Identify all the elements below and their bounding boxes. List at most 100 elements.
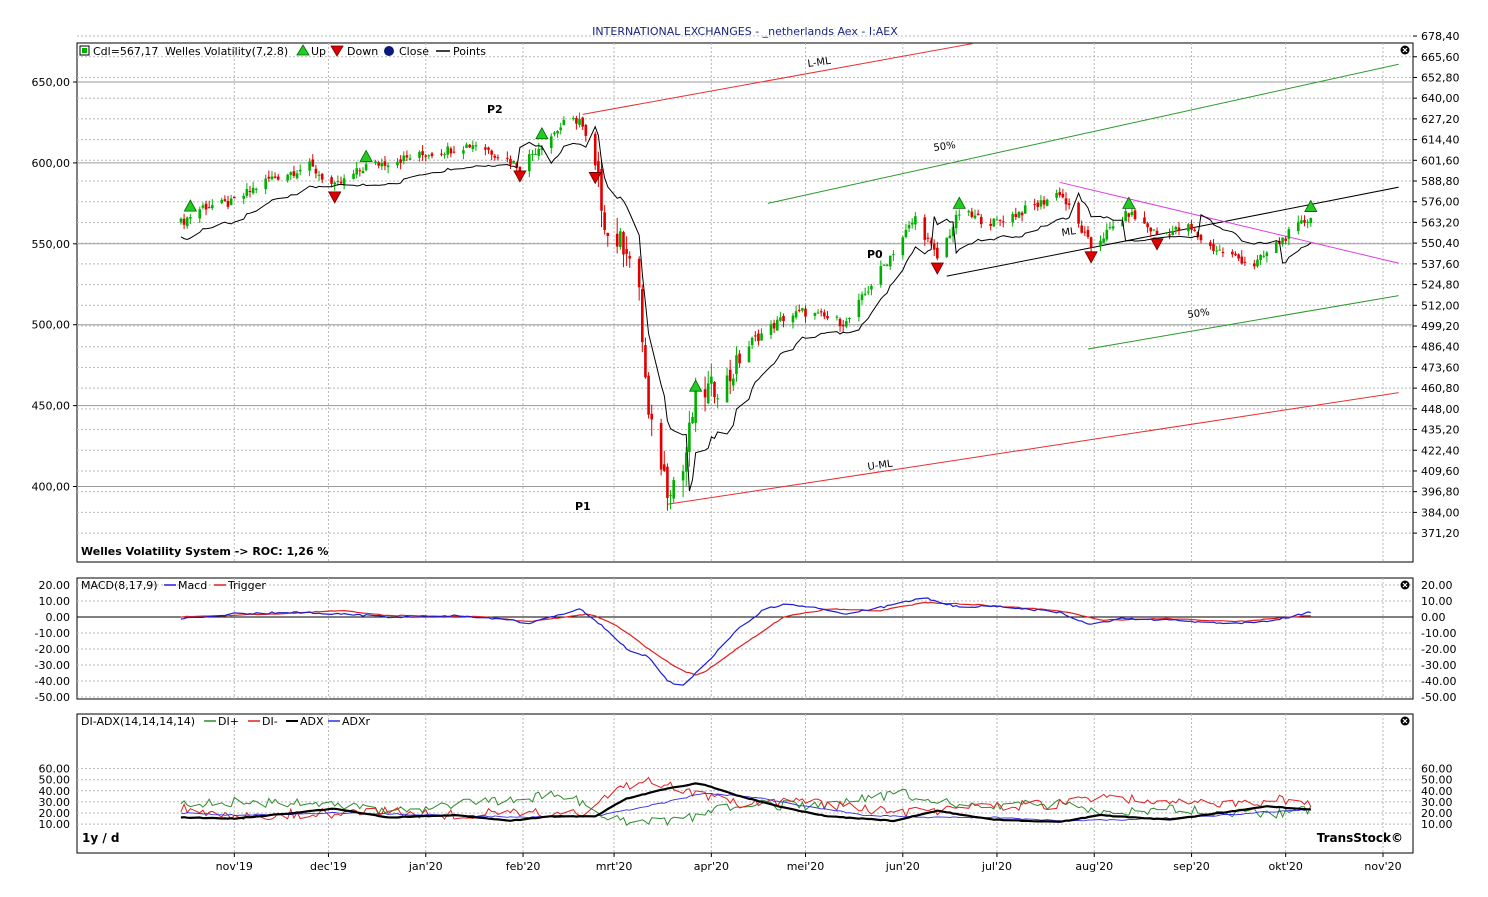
candle-body [1303, 219, 1306, 223]
candle-body [330, 177, 333, 184]
candle-body [1256, 259, 1259, 267]
macd-tick-label-right: -30.00 [1421, 659, 1456, 672]
candle-body [841, 324, 845, 327]
candle-body [198, 209, 202, 219]
price-panel-close-button[interactable] [1400, 45, 1410, 55]
candle-body [797, 309, 801, 311]
candle-body [907, 224, 911, 229]
candle-body [791, 315, 795, 323]
candle-body [509, 158, 512, 165]
adx-panel-close-button[interactable] [1400, 716, 1410, 726]
candle-body [1086, 230, 1090, 237]
price-legend: Cdl=567,17 Welles Volatility(7,2.8) Up D… [79, 44, 486, 58]
candle-body [506, 157, 509, 159]
candle-body [863, 293, 867, 295]
candle-body [879, 266, 883, 285]
candle-body [1023, 205, 1027, 214]
candle-body [998, 220, 1002, 222]
candle-body [694, 383, 697, 423]
candle-body [641, 289, 644, 343]
candle-body [452, 151, 456, 153]
candle-body [728, 369, 732, 382]
candle-body [1152, 229, 1156, 231]
candle-body [220, 199, 224, 204]
candle-body [753, 335, 757, 337]
macd-legend-name: MACD(8,17,9) [81, 579, 158, 592]
candle-body [957, 214, 961, 216]
candle-body [1215, 250, 1218, 252]
candle-body [619, 231, 622, 247]
candle-body [584, 124, 588, 136]
line-label-uml: U-ML [867, 459, 894, 473]
macd-panel-close-button[interactable] [1400, 580, 1410, 590]
candle-body [496, 157, 500, 159]
candle-body [361, 171, 365, 174]
candle-body [311, 159, 315, 167]
candle-body [813, 312, 817, 316]
candle-body [769, 324, 773, 335]
candle-body [512, 161, 515, 164]
candle-body [750, 337, 754, 346]
candle-body [672, 480, 675, 499]
price-tick-label-right: 563,20 [1421, 216, 1460, 229]
candle-body [882, 264, 886, 266]
line-label-50-lower: 50% [1187, 307, 1211, 321]
macd-tick-label-left: 10.00 [39, 595, 71, 608]
price-tick-label-right: 627,20 [1421, 113, 1460, 126]
chart-title: INTERNATIONAL EXCHANGES - _netherlands A… [592, 25, 898, 38]
candle-body [606, 232, 610, 236]
candle-body [1234, 253, 1237, 256]
price-tick-label-right: 512,00 [1421, 299, 1460, 312]
candle-body [276, 176, 280, 180]
candle-body [242, 195, 246, 199]
candle-body [462, 150, 465, 154]
candle-body [418, 151, 421, 158]
signal-up-triangle [952, 196, 966, 209]
candle-body [735, 355, 738, 375]
legend-up-triangle-icon [296, 44, 310, 56]
candle-body [449, 148, 453, 154]
candle-body [945, 237, 949, 257]
macd-legend-macd: Macd [178, 579, 207, 592]
candle-body [970, 211, 974, 217]
month-tick-label: feb'20 [506, 860, 541, 873]
candle-body [339, 181, 343, 184]
month-tick-label: mei'20 [787, 860, 825, 873]
candle-body [688, 422, 691, 453]
signal-up-triangle [1304, 199, 1318, 212]
candle-body [816, 312, 820, 314]
month-tick-label: jan'20 [408, 860, 443, 873]
candle-body [273, 176, 277, 178]
price-panel [76, 42, 1414, 563]
period-label: 1y / d [82, 831, 120, 845]
legend-close-dot-icon [384, 46, 394, 56]
candle-body [637, 258, 641, 288]
candle-body [1020, 212, 1024, 216]
candle-body [245, 189, 249, 196]
candle-body [430, 153, 434, 156]
brand-label: TransStock© [1317, 831, 1403, 845]
candle-body [794, 311, 798, 318]
price-tick-label-right: 473,60 [1421, 361, 1460, 374]
candle-body [681, 471, 685, 481]
candle-body [691, 416, 694, 424]
candle-body [1017, 211, 1021, 218]
adx-tick-label-right: 50.00 [1421, 774, 1453, 787]
candle-body [1174, 226, 1178, 230]
candle-body [1265, 252, 1269, 257]
adx-tick-label-left: 20.00 [39, 807, 71, 820]
candle-body [427, 155, 431, 157]
adx-legend: DI-ADX(14,14,14,14) DI+ DI- ADX ADXr [81, 715, 371, 728]
candle-body [201, 205, 205, 208]
signal-up-triangle [688, 379, 703, 392]
legend-up: Up [311, 45, 326, 58]
candle-body [904, 229, 908, 237]
candle-body [757, 333, 760, 342]
adx-legend-name: DI-ADX(14,14,14,14) [81, 715, 195, 728]
candle-body [892, 254, 895, 256]
candle-body [1199, 234, 1203, 241]
candle-body [967, 211, 971, 213]
candle-body [1042, 200, 1046, 205]
candle-body [518, 166, 522, 171]
